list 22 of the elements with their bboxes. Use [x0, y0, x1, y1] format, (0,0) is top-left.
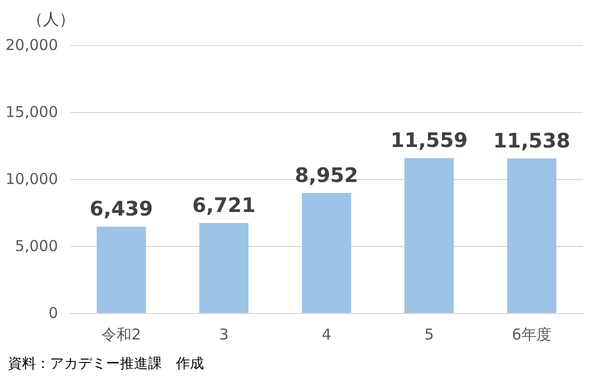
data-label: 11,538 [493, 128, 570, 152]
data-label: 8,952 [294, 163, 358, 188]
bar [404, 158, 454, 313]
x-tick-label: 4 [322, 326, 332, 344]
y-tick-label: 0 [48, 304, 58, 322]
bar [302, 193, 352, 313]
y-tick-label: 5,000 [15, 237, 58, 255]
x-tick-label: 6年度 [512, 326, 552, 344]
y-tick-label: 10,000 [6, 170, 58, 188]
y-tick-label: 20,000 [6, 36, 58, 54]
data-label: 11,559 [390, 128, 468, 152]
bar [96, 226, 146, 313]
x-tick-label: 3 [219, 326, 229, 344]
bar [199, 222, 249, 313]
text: 資料：アカデミー推進課 作成 [8, 356, 204, 372]
data-label: 6,721 [192, 192, 256, 217]
y-tick-label: 15,000 [6, 103, 58, 121]
y-axis-title: （人） [27, 10, 75, 28]
data-label: 6,439 [90, 196, 153, 221]
x-tick-label: 令和2 [102, 326, 142, 344]
bar [507, 158, 556, 313]
x-tick-label: 5 [424, 326, 434, 344]
